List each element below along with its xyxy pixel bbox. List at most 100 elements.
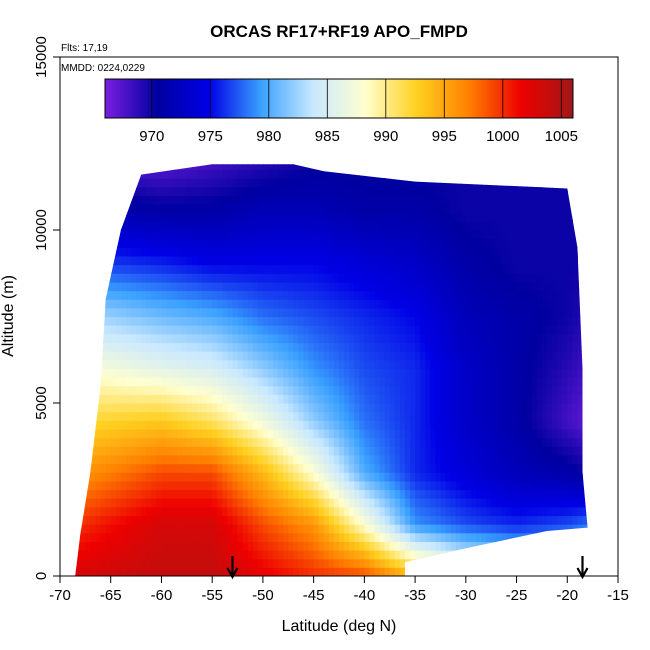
heatmap-cell: [455, 307, 462, 318]
heatmap-cell: [491, 204, 497, 214]
heatmap-cell: [562, 541, 568, 551]
heatmap-cell: [572, 290, 578, 300]
heatmap-cell: [450, 411, 457, 421]
heatmap-cell: [476, 489, 482, 499]
heatmap-cell: [440, 377, 447, 387]
heatmap-cell: [450, 195, 457, 205]
heatmap-cell: [333, 342, 340, 352]
heatmap-cell: [283, 212, 289, 222]
heatmap-cell: [460, 567, 467, 577]
heatmap-cell: [374, 264, 381, 274]
heatmap-cell: [313, 558, 320, 568]
heatmap-cell: [486, 178, 492, 188]
heatmap-cell: [450, 541, 457, 551]
heatmap-cell: [470, 195, 477, 205]
heatmap-cell: [217, 247, 223, 257]
heatmap-cell: [197, 186, 203, 197]
heatmap-cell: [222, 333, 228, 344]
heatmap-cell: [237, 351, 244, 361]
heatmap-cell: [323, 515, 330, 525]
heatmap-cell: [186, 463, 193, 473]
heatmap-cell: [521, 333, 528, 344]
heatmap-cell: [470, 385, 477, 395]
heatmap-cell: [100, 281, 107, 292]
heatmap-cell: [212, 472, 218, 482]
heatmap-cell: [207, 541, 213, 551]
heatmap-cell: [293, 437, 299, 447]
heatmap-cell: [359, 463, 365, 473]
heatmap-cell: [379, 290, 386, 300]
heatmap-cell: [333, 307, 340, 318]
heatmap-cell: [541, 169, 548, 179]
heatmap-cell: [207, 524, 213, 534]
heatmap-cell: [110, 498, 117, 508]
heatmap-cell: [567, 169, 573, 179]
heatmap-cell: [252, 333, 259, 344]
heatmap-cell: [95, 273, 102, 283]
heatmap-cell: [293, 454, 299, 465]
heatmap-cell: [90, 221, 97, 231]
heatmap-cell: [435, 489, 442, 499]
heatmap-cell: [156, 325, 163, 335]
heatmap-cell: [567, 164, 573, 171]
heatmap-cell: [60, 412, 66, 421]
heatmap-cell: [298, 394, 305, 404]
heatmap-cell: [120, 325, 127, 335]
heatmap-cell: [430, 351, 436, 361]
heatmap-cell: [303, 221, 310, 231]
heatmap-cell: [85, 480, 92, 491]
heatmap-cell: [273, 377, 279, 387]
heatmap-cell: [60, 403, 66, 412]
heatmap-cell: [115, 351, 122, 361]
heatmap-cell: [176, 230, 183, 240]
heatmap-cell: [80, 385, 86, 395]
heatmap-cell: [328, 169, 335, 179]
heatmap-cell: [460, 480, 467, 491]
heatmap-cell: [389, 385, 396, 395]
heatmap-cell: [394, 515, 401, 525]
heatmap-cell: [506, 316, 513, 326]
heatmap-cell: [242, 472, 249, 482]
heatmap-cell: [547, 264, 553, 274]
heatmap-cell: [217, 299, 223, 309]
heatmap-cell: [521, 307, 528, 318]
heatmap-cell: [303, 169, 310, 179]
heatmap-cell: [486, 377, 492, 387]
heatmap-cell: [75, 316, 76, 326]
heatmap-cell: [384, 325, 391, 335]
heatmap-cell: [75, 186, 76, 197]
heatmap-cell: [547, 550, 553, 560]
heatmap-cell: [415, 169, 421, 179]
heatmap-cell: [374, 394, 381, 404]
heatmap-cell: [262, 429, 269, 439]
heatmap-cell: [333, 359, 340, 369]
heatmap-cell: [536, 489, 543, 499]
heatmap-cell: [379, 307, 386, 318]
heatmap-cell: [511, 359, 518, 369]
heatmap-cell: [399, 567, 406, 577]
heatmap-cell: [521, 463, 528, 473]
heatmap-cell: [415, 506, 421, 517]
heatmap-cell: [435, 230, 442, 240]
heatmap-cell: [318, 212, 325, 222]
heatmap-cell: [379, 420, 386, 430]
heatmap-cell: [242, 463, 249, 473]
heatmap-cell: [202, 221, 208, 231]
heatmap-cell: [247, 472, 254, 482]
heatmap-cell: [75, 567, 76, 577]
heatmap-cell: [80, 281, 86, 292]
heatmap-cell: [354, 281, 360, 292]
heatmap-cell: [440, 472, 447, 482]
heatmap-cell: [146, 230, 152, 240]
heatmap-cell: [349, 558, 355, 568]
heatmap-cell: [511, 403, 518, 413]
heatmap-cell: [176, 532, 183, 542]
heatmap-cell: [404, 164, 411, 171]
heatmap-cell: [369, 238, 376, 248]
heatmap-cell: [75, 264, 76, 274]
heatmap-cell: [349, 316, 355, 326]
heatmap-cell: [105, 550, 112, 560]
heatmap-cell: [273, 541, 279, 551]
heatmap-cell: [80, 524, 86, 534]
heatmap-cell: [435, 403, 442, 413]
